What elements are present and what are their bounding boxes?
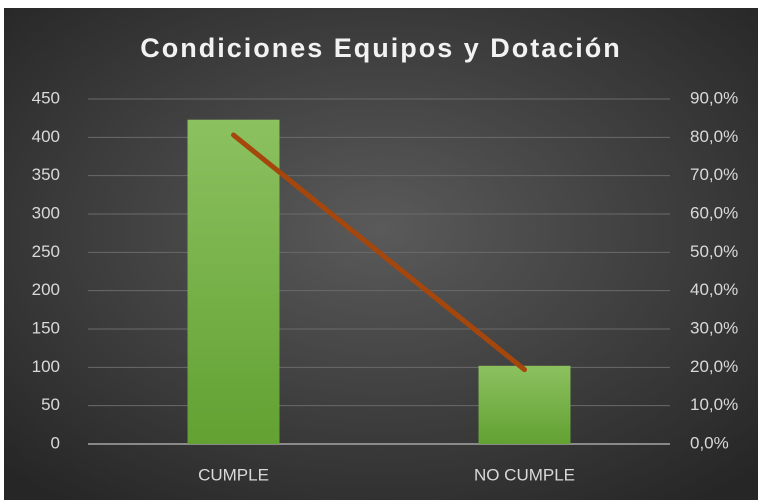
y2-tick-label: 80,0% — [690, 127, 738, 146]
y2-tick-label: 30,0% — [690, 318, 738, 337]
bar — [187, 119, 280, 444]
y-tick-label: 350 — [32, 165, 60, 184]
line — [231, 132, 527, 373]
y-tick-label: 100 — [32, 357, 60, 376]
y-tick-label: 300 — [32, 203, 60, 222]
y2-tick-label: 50,0% — [690, 242, 738, 261]
y2-tick-label: 60,0% — [690, 203, 738, 222]
y-tick-label: 50 — [41, 395, 60, 414]
y-tick-label: 450 — [32, 88, 60, 107]
y-tick-label: 0 — [51, 433, 60, 452]
y2-tick-label: 90,0% — [690, 88, 738, 107]
y-tick-label: 400 — [32, 127, 60, 146]
y2-tick-label: 10,0% — [690, 395, 738, 414]
bar — [478, 365, 571, 444]
x-tick-label: CUMPLE — [198, 465, 269, 484]
chart-title: Condiciones Equipos y Dotación — [140, 33, 622, 63]
y-tick-label: 250 — [32, 242, 60, 261]
y-tick-label: 200 — [32, 280, 60, 299]
x-tick-label: NO CUMPLE — [474, 465, 575, 484]
y2-tick-label: 0,0% — [690, 433, 729, 452]
y2-tick-label: 40,0% — [690, 280, 738, 299]
y2-tick-label: 70,0% — [690, 165, 738, 184]
y2-tick-label: 20,0% — [690, 357, 738, 376]
y-tick-label: 150 — [32, 318, 60, 337]
